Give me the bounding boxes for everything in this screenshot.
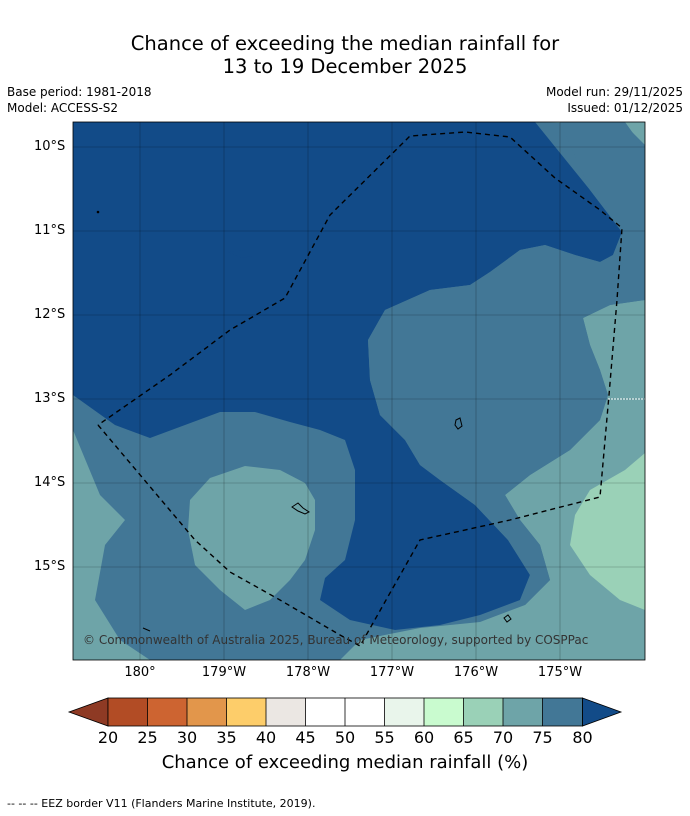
lon-label: 175°W [537,665,583,680]
model-run-label: Model run: 29/11/2025 [545,85,683,99]
colorbar-tick: 40 [255,728,277,747]
region-60-65-east [570,453,645,610]
colorbar-bin [463,698,503,726]
island-5 [96,210,100,214]
island-2 [291,502,310,515]
lat-label: 12°S [34,307,66,322]
eez-border [97,131,623,647]
colorbar-over-arrow [582,697,623,727]
lon-label: 176°W [453,665,499,680]
colorbar-bin [424,698,464,726]
copyright-text: © Commonwealth of Australia 2025, Bureau… [83,633,589,647]
colorbar-tick: 60 [413,728,435,747]
colorbar-tick: 45 [295,728,316,747]
colorbar-bin [147,698,187,726]
colorbar-tick: 50 [334,728,356,747]
colorbar-tick: 20 [97,728,119,747]
region-65-70-east [340,122,645,660]
lon-label: 180° [124,665,156,680]
island-1 [454,417,463,430]
colorbar-bin [345,698,385,726]
base-period-label: Base period: 1981-2018 [7,85,152,99]
island-3 [503,614,512,623]
island-4 [142,627,151,632]
map-area [73,122,645,660]
colorbar-tick: 35 [216,728,237,747]
region-70-75-east [368,122,645,605]
lat-label: 14°S [34,475,66,490]
colorbar-tick: 30 [176,728,198,747]
colorbar [67,697,623,727]
region-65-70-southwest [73,430,150,660]
region-65-70-center [188,466,315,610]
colorbar-bin [305,698,345,726]
colorbar-bin [503,698,543,726]
colorbar-title: Chance of exceeding median rainfall (%) [161,752,529,773]
map-title-line1: Chance of exceeding the median rainfall … [130,32,560,55]
region-75-80-small [228,250,252,258]
colorbar-bin [266,698,306,726]
colorbar-tick: 25 [137,728,158,747]
region-75-80-north [73,122,622,630]
colorbar-tick: 55 [374,728,395,747]
lon-label: 178°W [285,665,331,680]
colorbar-tick: 75 [532,728,553,747]
map-gridlines [73,122,645,660]
colorbar-bin [226,698,266,726]
colorbar-bin [384,698,424,726]
colorbar-under-arrow [67,697,109,727]
model-label: Model: ACCESS-S2 [7,101,119,115]
lon-label: 179°W [201,665,247,680]
issued-label: Issued: 01/12/2025 [567,101,683,115]
lon-label: 177°W [369,665,415,680]
eez-legend-text: -- -- -- EEZ border V11 (Flanders Marine… [7,797,316,810]
lat-label: 11°S [34,223,66,238]
colorbar-bin [108,698,148,726]
map-frame [72,121,646,661]
colorbar-tick: 65 [453,728,474,747]
colorbar-tick: 70 [492,728,514,747]
colorbar-bin [187,698,227,726]
lat-label: 10°S [34,139,66,154]
map-title-line2: 13 to 19 December 2025 [222,55,468,78]
colorbar-bin [542,698,583,726]
colorbar-tick: 80 [572,728,593,747]
islands [96,210,512,632]
lat-label: 13°S [34,391,66,406]
lat-label: 15°S [34,559,66,574]
